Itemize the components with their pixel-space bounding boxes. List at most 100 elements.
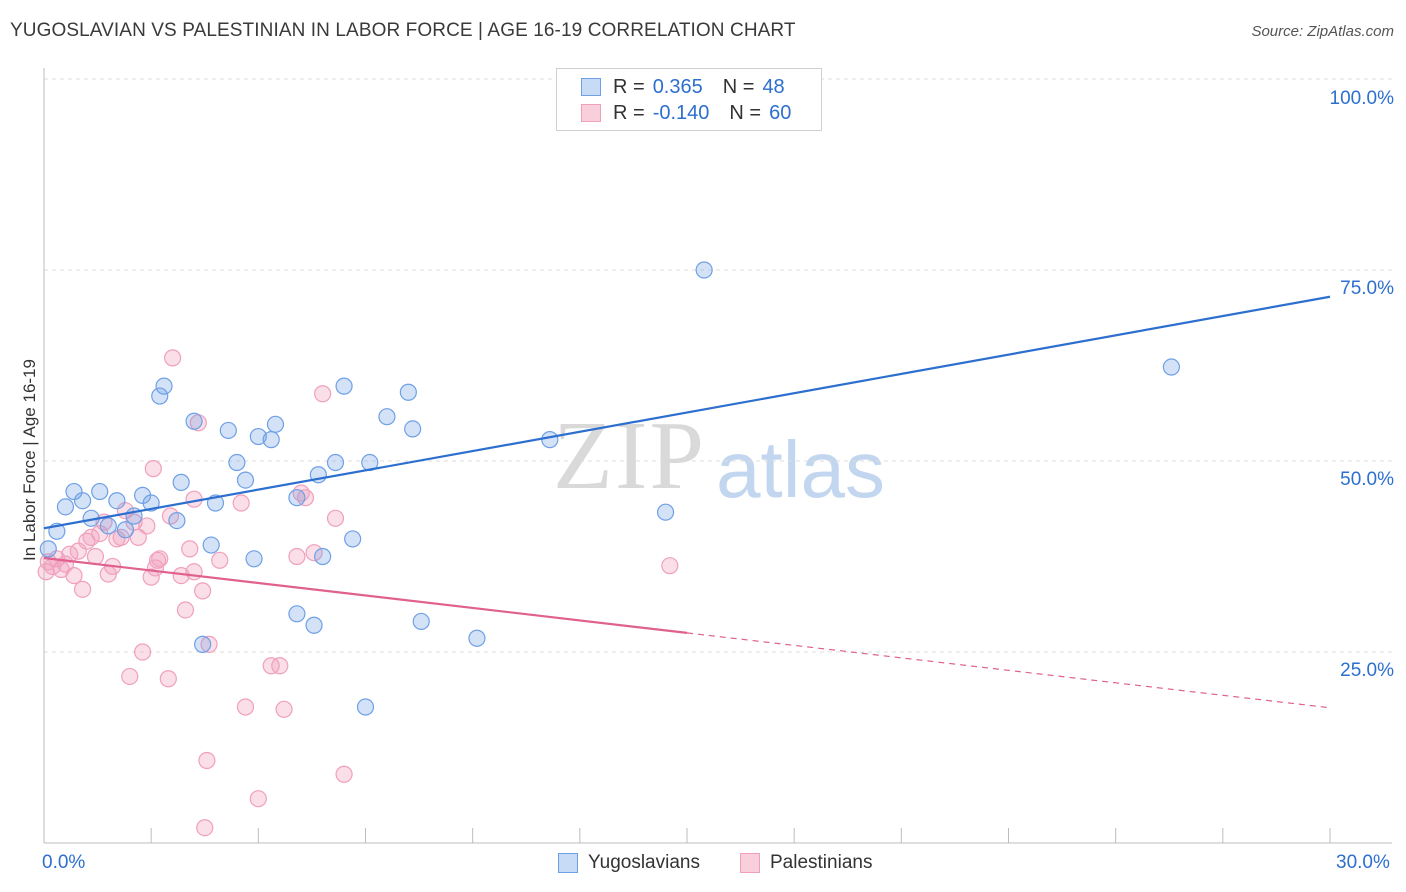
palestinians-legend-label: Palestinians — [770, 852, 873, 873]
yugoslavians-point — [541, 431, 559, 449]
yugoslavians-point — [399, 383, 417, 401]
yugoslavians-point — [194, 635, 212, 653]
y-tick-label-50: 50.0% — [1340, 469, 1394, 490]
palestinians-point — [661, 557, 679, 575]
yugoslavians-point — [412, 612, 430, 631]
yugoslavians-point — [288, 489, 306, 507]
palestinians-point — [121, 667, 139, 686]
palestinians-point — [133, 643, 152, 661]
yugoslavians-point — [151, 387, 169, 405]
palestinians-trend-line — [43, 556, 688, 634]
source-label: Source: ZipAtlas.com — [1251, 23, 1394, 40]
palestinians-point — [73, 580, 92, 598]
yugoslavians-point — [468, 629, 486, 647]
yugoslavians-point — [219, 421, 237, 440]
palestinians-point — [181, 540, 199, 558]
yugoslavians-point — [262, 431, 280, 449]
palestinians-point — [151, 550, 169, 568]
yugoslavians-point — [695, 261, 713, 279]
correlation-legend: R = 0.365 N = 48 R = -0.140 N = 60 — [556, 68, 822, 131]
palestinians-point — [275, 700, 293, 718]
yugoslavians-legend-label: Yugoslavians — [588, 852, 700, 873]
palestinians-point — [305, 544, 323, 562]
palestinians-point — [176, 601, 195, 619]
palestinians-point — [185, 563, 203, 581]
yugoslavians-point — [288, 605, 306, 623]
yugoslavians-n-value: 48 — [762, 75, 785, 98]
yugoslavians-swatch — [581, 78, 601, 96]
palestinians-n-value: 60 — [769, 101, 792, 124]
yugoslavians-point — [73, 492, 92, 510]
yugoslavians-point — [344, 530, 362, 548]
watermark-atlas: atlas — [716, 425, 885, 514]
yugoslavians-point — [39, 540, 57, 558]
yugoslavians-point — [65, 482, 83, 501]
yugoslavians-point — [155, 377, 173, 395]
palestinians-point — [164, 349, 182, 367]
palestinians-point — [138, 517, 156, 535]
y-tick-label-25: 25.0% — [1340, 660, 1394, 681]
yugoslavians-point — [404, 420, 422, 438]
yugoslavians-point — [116, 521, 135, 539]
yugoslavians-point — [1162, 358, 1180, 376]
palestinians-point — [198, 751, 216, 770]
palestinians-point — [271, 657, 289, 675]
yugoslavians-point — [228, 453, 246, 472]
yugoslavians-point — [142, 494, 160, 512]
yugoslavians-point — [185, 412, 203, 430]
yugoslavians-legend-swatch — [558, 853, 578, 873]
palestinians-point — [232, 494, 250, 512]
yugoslavians-trend-line — [43, 295, 1331, 530]
palestinians-point — [129, 528, 147, 547]
legend-row-palestinians: R = -0.140 N = 60 — [581, 101, 791, 125]
x-tick-label-max: 30.0% — [1336, 852, 1390, 873]
palestinians-point — [200, 635, 218, 653]
palestinians-point — [249, 790, 267, 808]
yugoslavians-point — [236, 471, 255, 489]
yugoslavians-point — [99, 517, 117, 535]
n-label: N = — [722, 75, 755, 98]
palestinians-point — [86, 547, 105, 566]
palestinians-point — [211, 551, 229, 569]
r-label: R = — [613, 101, 645, 124]
palestinians-point — [65, 566, 83, 585]
yugoslavians-point — [266, 415, 285, 433]
legend-row-yugoslavians: R = 0.365 N = 48 — [581, 75, 785, 99]
yugoslavians-point — [56, 498, 75, 516]
yugoslavians-point — [108, 492, 126, 510]
x-tick-label-min: 0.0% — [42, 852, 86, 873]
yugoslavians-point — [168, 511, 186, 530]
palestinians-legend-swatch — [740, 853, 760, 873]
palestinians-point — [144, 460, 162, 478]
palestinians-swatch — [581, 104, 601, 122]
y-tick-label-75: 75.0% — [1340, 278, 1394, 299]
yugoslavians-point — [656, 503, 675, 521]
yugoslavians-point — [314, 547, 332, 566]
yugoslavians-point — [356, 698, 375, 716]
palestinians-point — [196, 819, 214, 837]
legend-yugoslavians: Yugoslavians — [558, 852, 700, 874]
palestinians-point — [82, 528, 100, 547]
palestinians-point — [194, 582, 212, 600]
yugoslavians-point — [202, 536, 220, 554]
palestinians-point — [314, 385, 332, 403]
y-tick-label-100: 100.0% — [1329, 88, 1394, 109]
palestinians-trend-line-extension — [686, 632, 1331, 709]
r-label: R = — [613, 75, 645, 98]
yugoslavians-point — [326, 453, 345, 472]
palestinians-point — [335, 765, 353, 783]
palestinians-point — [236, 698, 255, 716]
yugoslavians-point — [172, 473, 190, 491]
palestinians-r-value: -0.140 — [652, 101, 710, 124]
yugoslavians-point — [305, 616, 323, 634]
yugoslavians-point — [335, 377, 353, 395]
chart-title: YUGOSLAVIAN VS PALESTINIAN IN LABOR FORC… — [10, 20, 796, 41]
yugoslavians-r-value: 0.365 — [652, 75, 703, 98]
n-label: N = — [729, 101, 762, 124]
yugoslavians-point — [245, 550, 263, 568]
palestinians-point — [288, 547, 306, 566]
palestinians-point — [142, 568, 160, 586]
palestinians-point — [326, 509, 345, 527]
yugoslavians-point — [249, 427, 267, 446]
